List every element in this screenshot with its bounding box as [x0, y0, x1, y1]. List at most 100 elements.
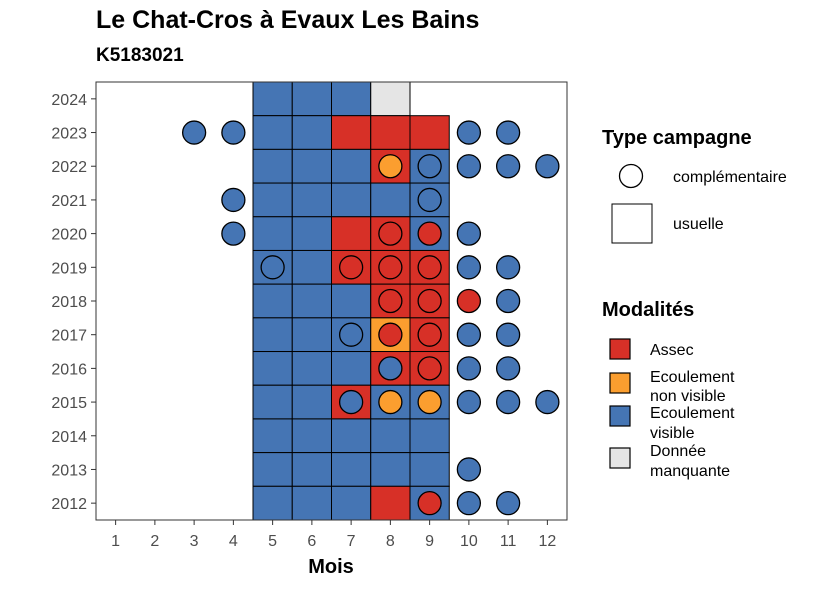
point-2018-10: [456, 288, 482, 314]
legend-label-N: non visible: [650, 388, 726, 405]
legend-mod-title: Modalités: [602, 299, 694, 321]
point-2018-9: [417, 288, 442, 314]
chart-subtitle: K5183021: [96, 45, 184, 66]
y-tick-label: 2016: [51, 361, 87, 378]
point-2015-8: [378, 389, 403, 415]
legend-usuelle-key: [611, 203, 653, 244]
point-2021-4: [221, 187, 246, 213]
point-2015-11: [495, 389, 521, 415]
tile-2017-6: [291, 317, 332, 353]
legend-label-N: Ecoulement: [650, 369, 735, 386]
tile-2018-5: [252, 283, 293, 319]
point-2018-11: [495, 288, 521, 314]
legend-swatch-V: [609, 405, 631, 427]
point-2012-10: [456, 491, 482, 516]
tile-2013-6: [291, 452, 332, 487]
legend-label-V: Ecoulement: [650, 405, 735, 422]
tile-2018-6: [291, 283, 332, 319]
point-2023-4: [221, 120, 246, 145]
y-tick-label: 2017: [51, 328, 87, 345]
x-tick-label: 3: [190, 533, 199, 550]
legend-swatch-M: [609, 447, 631, 469]
x-tick-label: 1: [111, 533, 120, 550]
y-tick-label: 2023: [51, 126, 87, 143]
tile-2016-7: [331, 351, 372, 386]
point-2015-7: [338, 389, 364, 415]
point-2016-8: [378, 356, 403, 381]
point-2017-11: [495, 322, 521, 347]
point-2019-7: [338, 255, 364, 280]
point-2021-9: [417, 187, 442, 213]
tile-2023-6: [291, 115, 332, 150]
point-2019-10: [456, 255, 482, 280]
tile-2014-7: [331, 418, 372, 454]
legend-swatch-N: [609, 372, 631, 394]
point-2023-3: [181, 120, 207, 145]
legend-label-A: Assec: [650, 342, 694, 359]
point-2012-9: [417, 491, 442, 516]
point-2013-10: [456, 457, 482, 482]
tile-2013-7: [331, 452, 372, 487]
tile-2017-5: [252, 317, 293, 353]
y-tick-label: 2021: [51, 193, 87, 210]
tile-2024-8: [370, 81, 411, 117]
point-2012-11: [495, 491, 521, 516]
tile-2020-5: [252, 216, 293, 251]
legend-usuelle-label: usuelle: [673, 216, 724, 233]
legend-label-V: visible: [650, 425, 695, 442]
legend-complementaire-label: complémentaire: [673, 169, 787, 186]
point-2023-11: [495, 120, 521, 145]
tile-2013-8: [370, 452, 411, 487]
y-tick-label: 2024: [51, 92, 87, 109]
point-2022-10: [456, 154, 482, 179]
x-tick-label: 9: [425, 533, 434, 550]
y-tick-label: 2022: [51, 159, 87, 176]
tile-2013-9: [409, 452, 450, 487]
y-tick-label: 2012: [51, 496, 87, 513]
usuelle-layer: [252, 81, 450, 521]
point-2019-9: [417, 255, 442, 280]
tile-2019-6: [291, 249, 332, 285]
chart-title: Le Chat-Cros à Evaux Les Bains: [96, 6, 480, 34]
tile-2023-5: [252, 115, 293, 150]
y-tick-label: 2014: [51, 429, 87, 446]
point-2022-9: [417, 154, 442, 179]
point-2017-9: [417, 322, 442, 347]
point-2017-10: [456, 322, 482, 347]
tile-2023-8: [370, 115, 411, 150]
tile-2023-9: [409, 115, 450, 150]
point-2022-11: [495, 154, 521, 179]
x-axis: 1 2 3 4 5 6 7 8 9 10 11 12: [111, 520, 556, 550]
tile-2022-7: [331, 148, 372, 184]
point-2019-5: [260, 255, 285, 280]
y-tick-label: 2020: [51, 227, 87, 244]
tile-2021-8: [370, 182, 411, 218]
y-axis: 2012 2013 2014 2015 2016 2017 2018 2019 2020 2021…: [51, 92, 96, 513]
legend-type-campagne: Type campagne complémentaire usuelle: [602, 127, 787, 244]
legend-label-M: Donnée: [650, 443, 706, 460]
tile-2012-8: [370, 485, 411, 521]
legend-label-M: manquante: [650, 463, 730, 480]
tile-2014-8: [370, 418, 411, 454]
tile-2022-5: [252, 148, 293, 184]
tile-2012-6: [291, 485, 332, 521]
tile-2020-6: [291, 216, 332, 251]
point-2016-11: [495, 356, 521, 381]
tile-2021-6: [291, 182, 332, 218]
x-axis-label: Mois: [308, 556, 354, 578]
tile-2015-5: [252, 384, 293, 420]
x-tick-label: 10: [460, 533, 478, 550]
point-2020-10: [456, 221, 482, 246]
point-2016-9: [417, 356, 442, 381]
tile-2024-5: [252, 81, 293, 117]
x-tick-label: 11: [500, 533, 517, 550]
point-2020-9: [417, 221, 442, 246]
complementaire-layer: [181, 120, 560, 516]
tile-2012-7: [331, 485, 372, 521]
tile-2024-6: [291, 81, 332, 117]
point-2023-10: [456, 120, 482, 145]
tile-2021-5: [252, 182, 293, 218]
x-tick-label: 7: [347, 533, 356, 550]
